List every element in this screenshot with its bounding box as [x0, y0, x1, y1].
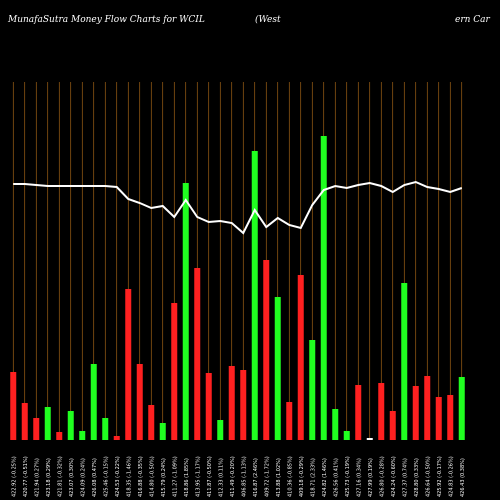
- x-tick-label: 420.77 (-0.51%): [23, 456, 29, 497]
- x-tick-label: 418.35 (-1.46%): [126, 456, 132, 497]
- bar: [447, 395, 454, 440]
- bar: [412, 386, 419, 440]
- x-tick-label: 425.73 (-0.19%): [345, 456, 351, 497]
- x-tick-label: 424.83 (-0.26%): [448, 456, 454, 497]
- bar: [309, 340, 316, 440]
- x-tick-label: 423.18 (0.29%): [46, 458, 52, 497]
- bar: [102, 418, 109, 440]
- x-tick-label: 427.99 (0.19%): [368, 458, 374, 497]
- x-tick-label: 426.64 (-0.50%): [425, 456, 431, 497]
- chart-title-right: ern Car: [455, 15, 491, 25]
- bar: [148, 405, 155, 440]
- x-tick-label: 422.92 (-0.25%): [11, 456, 17, 497]
- x-tick-label: 426.43 (0.38%): [460, 458, 466, 497]
- x-tick-label: 410.36 (-0.85%): [287, 456, 293, 497]
- x-tick-label: 415.79 (0.24%): [161, 458, 167, 497]
- x-tick-label: 411.87 (-0.50%): [207, 456, 213, 497]
- x-tick-label: 411.27 (-1.09%): [172, 456, 178, 497]
- x-tick-label: 418.71 (2.33%): [310, 458, 316, 497]
- bar: [389, 411, 396, 440]
- x-tick-label: 424.09 (0.24%): [80, 458, 86, 497]
- x-tick-label: 425.92 (-0.17%): [437, 456, 443, 497]
- bar: [274, 297, 281, 440]
- x-tick-label: 428.80 (0.33%): [414, 458, 420, 497]
- bar: [171, 303, 178, 440]
- bar: [90, 364, 97, 440]
- x-tick-label: 426.56 (0.41%): [333, 458, 339, 497]
- bar: [21, 403, 28, 440]
- bar: [332, 409, 339, 440]
- bar: [159, 423, 166, 440]
- bar: [44, 407, 51, 440]
- x-tick-label: 416.87 (2.46%): [253, 458, 259, 497]
- bar: [378, 383, 385, 440]
- bar: [33, 418, 40, 440]
- chart-title: MunafaSutra Money Flow Charts for WCIL: [7, 15, 205, 25]
- bar: [251, 151, 258, 440]
- chart-title-mid: (West: [255, 14, 281, 25]
- x-tick-label: 421.81 (-0.32%): [57, 456, 63, 497]
- x-tick-label: 427.37 (0.74%): [402, 458, 408, 497]
- bar: [320, 136, 327, 440]
- bar: [240, 370, 247, 440]
- bar: [125, 289, 132, 440]
- x-tick-label: 409.72 (-1.72%): [264, 456, 270, 497]
- x-tick-label: 409.18 (-0.29%): [299, 456, 305, 497]
- bar: [458, 377, 465, 440]
- bar: [205, 373, 212, 440]
- bar: [286, 402, 293, 440]
- x-tick-label: 426.80 (-0.28%): [379, 456, 385, 497]
- bar: [435, 397, 442, 440]
- bar: [343, 431, 350, 440]
- bar: [366, 438, 373, 440]
- x-tick-label: 421.94 (0.27%): [34, 458, 40, 497]
- bar: [182, 183, 189, 440]
- x-tick-label: 414.80 (-0.50%): [149, 456, 155, 497]
- x-tick-label: 413.95 (-1.17%): [195, 456, 201, 497]
- x-tick-label: 423.07 (0.30%): [69, 458, 75, 497]
- bar: [67, 411, 74, 440]
- bar: [424, 376, 431, 440]
- bar: [136, 364, 143, 440]
- bar: [56, 432, 63, 440]
- x-tick-label: 406.85 (-1.13%): [241, 456, 247, 497]
- bar: [10, 372, 17, 440]
- bar: [194, 268, 201, 440]
- x-tick-label: 426.08 (0.47%): [92, 458, 98, 497]
- x-tick-label: 412.33 (0.11%): [218, 458, 224, 497]
- money-flow-line: [13, 180, 463, 235]
- x-tick-label: 424.82 (1.46%): [322, 458, 328, 497]
- bar: [79, 431, 86, 440]
- bar: [263, 260, 270, 440]
- x-tick-label: 418.86 (1.85%): [184, 458, 190, 497]
- bar: [401, 283, 408, 440]
- bar: [228, 366, 235, 440]
- bar: [113, 436, 120, 440]
- x-tick-label: 424.53 (-0.22%): [115, 456, 121, 497]
- x-tick-label: 413.88 (1.02%): [276, 458, 282, 497]
- bar: [217, 420, 224, 440]
- x-tick-label: 427.16 (0.34%): [356, 458, 362, 497]
- x-tick-label: 424.24 (-0.60%): [391, 456, 397, 497]
- bar: [297, 275, 304, 440]
- bar: [355, 385, 362, 440]
- x-tick-label: 416.88 (-0.35%): [138, 456, 144, 497]
- x-tick-label: 411.49 (-0.20%): [230, 456, 236, 497]
- x-tick-label: 425.46 (-0.15%): [103, 456, 109, 497]
